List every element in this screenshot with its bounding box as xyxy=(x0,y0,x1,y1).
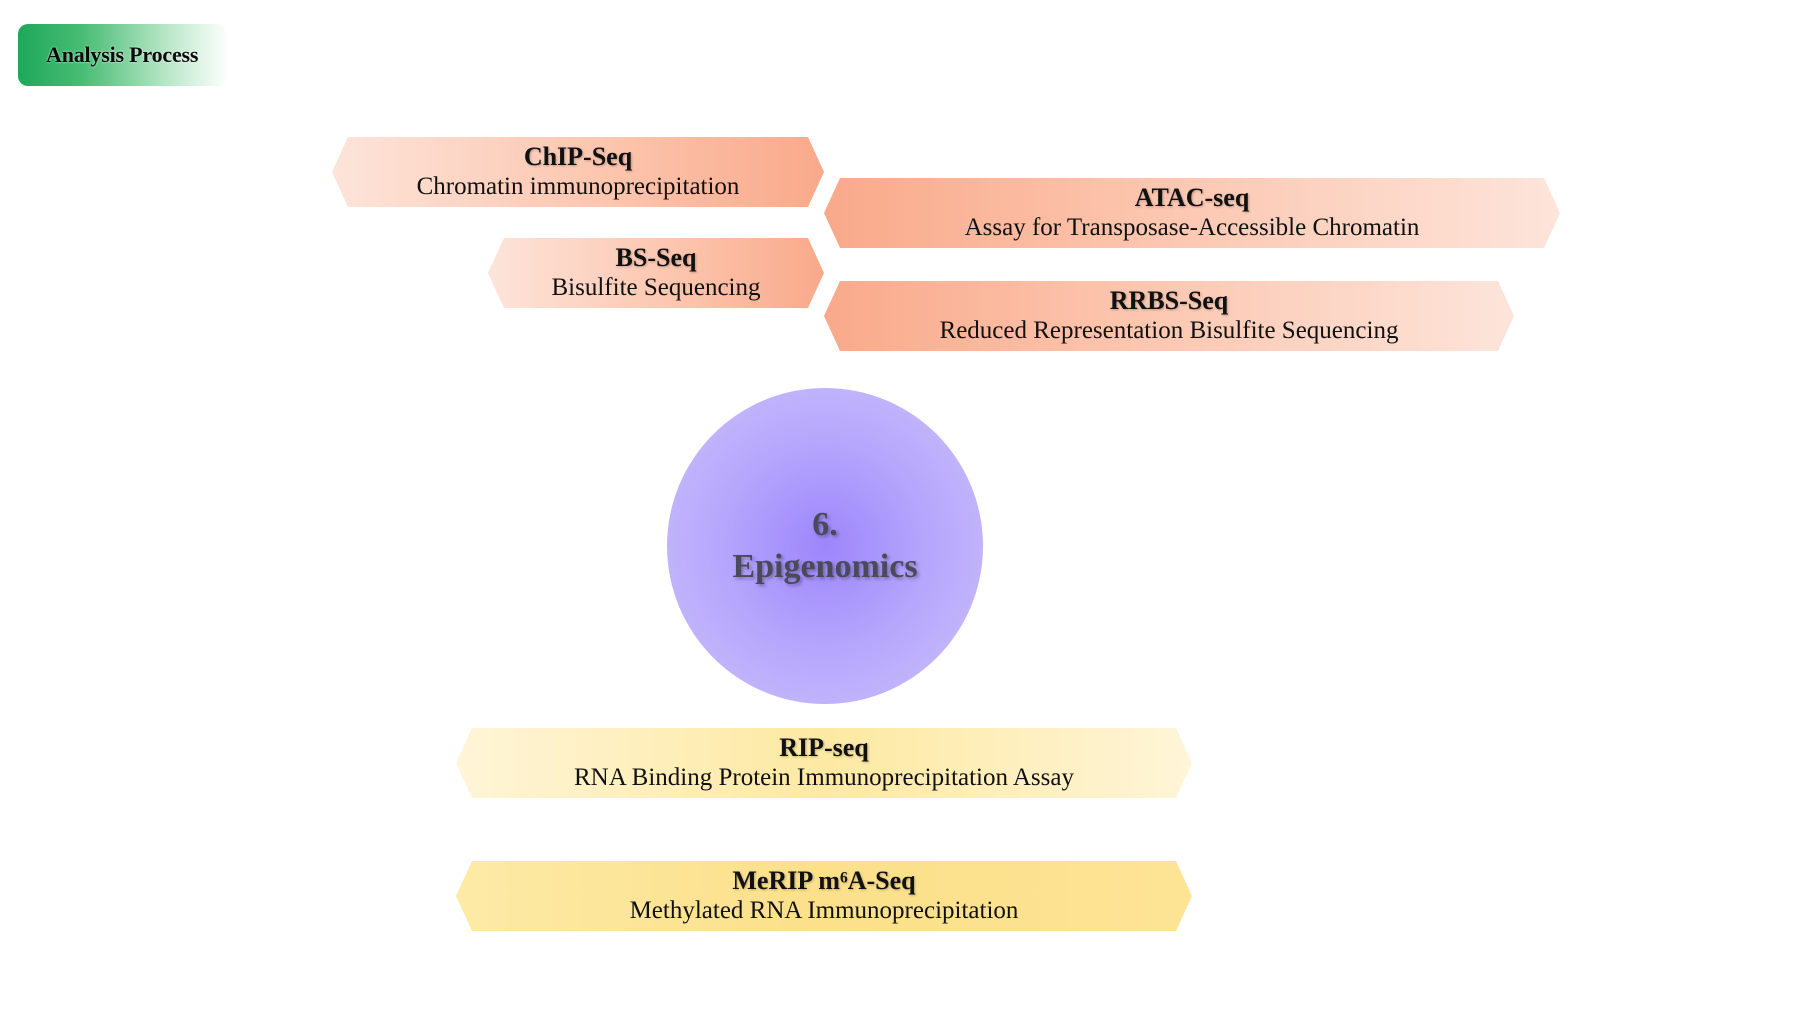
method-description: Assay for Transposase-Accessible Chromat… xyxy=(964,214,1420,241)
method-description: Methylated RNA Immunoprecipitation xyxy=(629,897,1019,924)
method-description: Chromatin immunoprecipitation xyxy=(416,173,740,200)
method-title: RRBS-Seq xyxy=(1109,286,1229,315)
method-banner-rrbs-seq: RRBS-Seq Reduced Representation Bisulfit… xyxy=(824,281,1514,351)
method-title: ATAC-seq xyxy=(1134,183,1250,212)
method-banner-merip-seq: MeRIP m⁶A-Seq Methylated RNA Immunopreci… xyxy=(456,861,1192,931)
method-title: BS-Seq xyxy=(615,243,697,272)
center-topic-circle: 6. Epigenomics xyxy=(667,388,983,704)
section-tag-label: Analysis Process xyxy=(46,42,199,67)
method-banner-atac-seq: ATAC-seq Assay for Transposase-Accessibl… xyxy=(824,178,1560,248)
method-title: ChIP-Seq xyxy=(523,142,633,171)
center-topic-number: 6. xyxy=(812,506,838,543)
method-description: Reduced Representation Bisulfite Sequenc… xyxy=(939,317,1399,344)
method-banner-rip-seq: RIP-seq RNA Binding Protein Immunoprecip… xyxy=(456,728,1192,798)
method-description: Bisulfite Sequencing xyxy=(551,274,761,301)
method-banner-chip-seq: ChIP-Seq Chromatin immunoprecipitation xyxy=(332,137,824,207)
method-banner-bs-seq: BS-Seq Bisulfite Sequencing xyxy=(488,238,824,308)
center-topic-title: Epigenomics xyxy=(732,548,918,585)
section-tag: Analysis Process xyxy=(18,24,228,86)
method-title: RIP-seq xyxy=(779,733,869,762)
method-title: MeRIP m⁶A-Seq xyxy=(732,866,916,895)
method-description: RNA Binding Protein Immunoprecipitation … xyxy=(574,764,1074,791)
